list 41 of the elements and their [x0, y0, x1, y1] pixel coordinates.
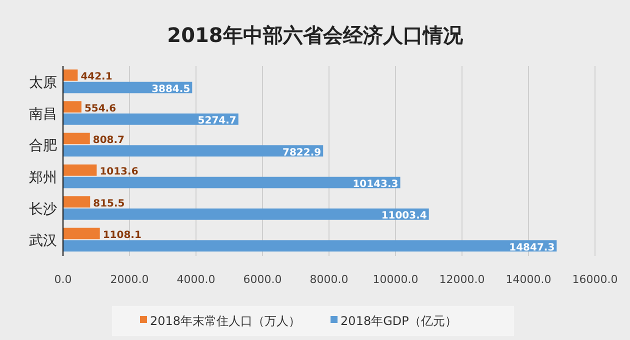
data-label: 554.6	[84, 103, 116, 114]
y-tick-label: 长沙	[29, 202, 57, 218]
bar	[63, 240, 557, 252]
data-label: 10143.3	[352, 179, 398, 190]
x-tick-label: 14000.0	[506, 273, 552, 286]
x-tick-label: 10000.0	[372, 273, 418, 286]
y-tick-label: 郑州	[29, 170, 57, 186]
bar	[63, 114, 238, 125]
data-label: 14847.3	[509, 242, 555, 254]
legend-label: 2018年GDP（亿元）	[340, 314, 457, 328]
data-label: 1108.1	[102, 230, 142, 241]
data-label: 3884.5	[152, 84, 190, 96]
x-tick-label: 4000.0	[176, 273, 216, 286]
x-tick-label: 16000.0	[572, 273, 618, 286]
x-tick-label: 8000.0	[310, 273, 348, 286]
x-tick-label: 0.0	[54, 273, 72, 286]
y-tick-label: 武汉	[29, 233, 57, 250]
bar	[63, 228, 100, 240]
bar	[63, 196, 90, 208]
data-label: 442.1	[80, 72, 112, 83]
x-tick-label: 2000.0	[110, 273, 149, 286]
legend-label: 2018年末常住人口（万人）	[150, 314, 301, 328]
bar	[63, 145, 324, 157]
bar	[63, 69, 78, 81]
bar	[63, 176, 400, 188]
bar	[63, 101, 82, 112]
data-label: 815.5	[93, 198, 125, 210]
data-label: 5274.7	[198, 116, 236, 127]
x-tick-label: 6000.0	[243, 273, 282, 286]
bar	[63, 164, 97, 176]
data-label: 1013.6	[100, 166, 138, 178]
bar	[63, 132, 90, 144]
bar	[63, 208, 429, 220]
y-tick-label: 合肥	[29, 138, 57, 154]
data-label: 11003.4	[381, 210, 427, 222]
data-label: 7822.9	[282, 147, 322, 158]
y-tick-label: 太原	[29, 74, 57, 91]
data-label: 808.7	[92, 134, 125, 146]
x-tick-label: 12000.0	[439, 273, 485, 286]
chart-title: 2018年中部六省会经济人口情况	[167, 23, 464, 47]
y-tick-label: 南昌	[29, 106, 57, 122]
